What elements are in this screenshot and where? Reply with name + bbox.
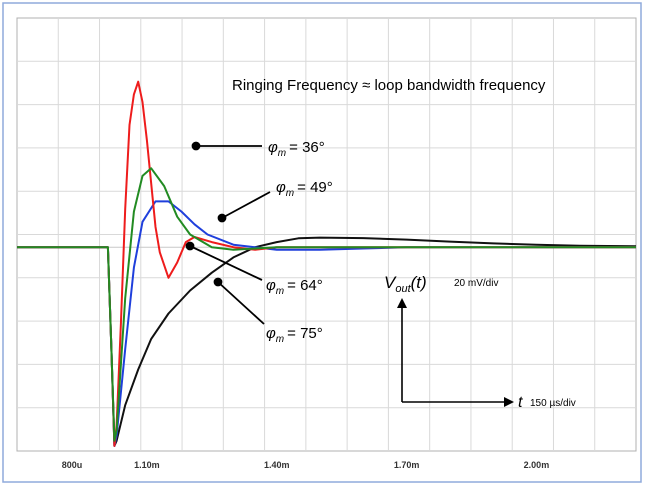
ringing-note: Ringing Frequency ≈ loop bandwidth frequ… (232, 77, 546, 94)
pointer-75-dot (213, 277, 223, 287)
series-line (17, 167, 636, 442)
pm-label-49: φm = 49° (276, 179, 333, 199)
pm-label-75: φm = 75° (266, 325, 323, 345)
pm-label-64: φm = 64° (266, 277, 323, 297)
pointer-36-dot (191, 141, 201, 151)
pointer-49 (221, 191, 271, 219)
x-tick-labels: 800u 1.10m 1.40m 1.70m 2.00m (62, 460, 549, 470)
x-tick-label: 800u (62, 460, 83, 470)
pm-label-36: φm = 36° (268, 139, 325, 159)
tscale-label: 150 µs/div (530, 398, 576, 409)
x-tick-label: 1.40m (264, 460, 290, 470)
pointer-49-dot (217, 213, 227, 223)
vout-label: Vout(t) (384, 273, 427, 295)
x-tick-label: 1.10m (134, 460, 160, 470)
vscale-arrowhead (397, 298, 407, 308)
x-tick-label: 2.00m (524, 460, 550, 470)
vscale-label: 20 mV/div (454, 278, 498, 289)
series-group (17, 80, 637, 447)
pointer-64-dot (185, 241, 195, 251)
t-label: t (518, 394, 523, 411)
x-tick-label: 1.70m (394, 460, 420, 470)
pointer-75 (217, 281, 265, 325)
scale-axes (397, 298, 514, 407)
pointer-lines (185, 141, 271, 325)
tscale-arrowhead (504, 397, 514, 407)
pointer-64 (189, 245, 263, 281)
